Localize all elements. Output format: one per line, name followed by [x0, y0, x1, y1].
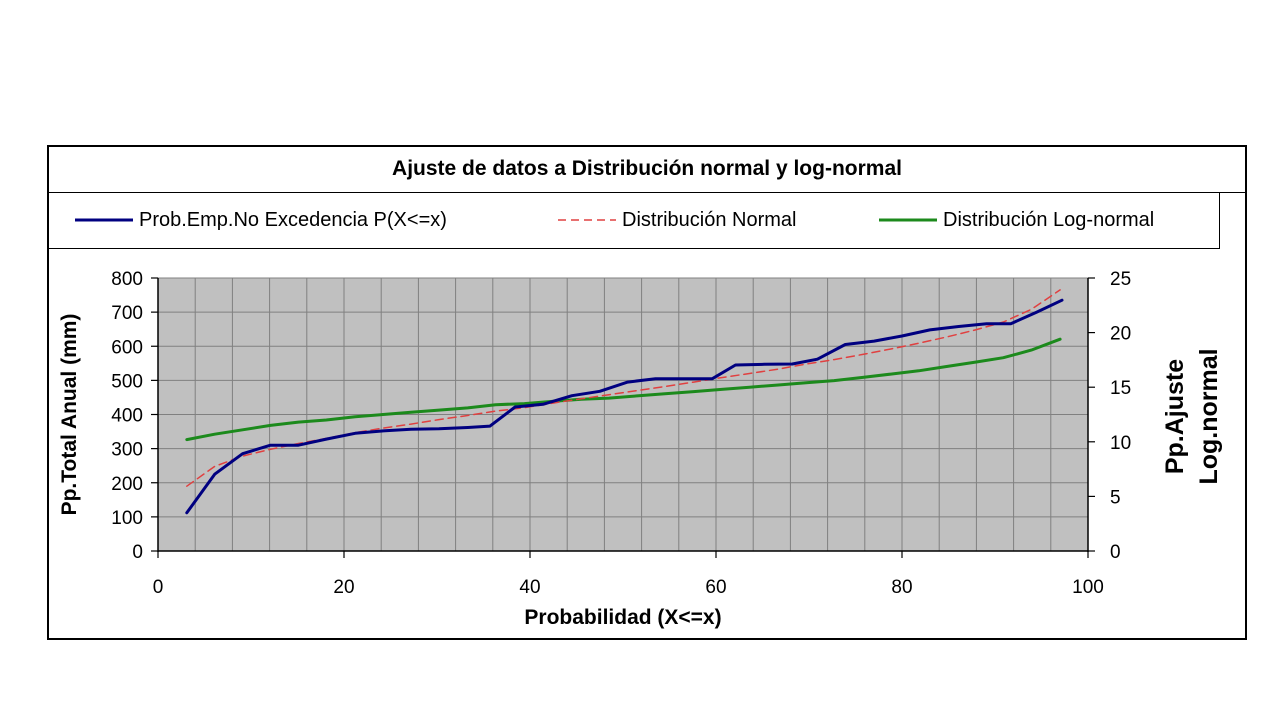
axes — [151, 277, 1095, 558]
legend: Prob.Emp.No Excedencia P(X<=x) Distribuc… — [49, 192, 1220, 249]
y-tick-label: 200 — [111, 474, 143, 495]
y-axis-title: Pp.Total Anual (mm) — [58, 314, 81, 516]
legend-label-empirical: Prob.Emp.No Excedencia P(X<=x) — [139, 208, 447, 231]
y2-axis-title-line2: Log.normal — [1195, 348, 1223, 484]
x-axis-title: Probabilidad (X<=x) — [524, 606, 721, 629]
tick-labels: 0 100 200 300 400 500 600 700 800 0 5 10 15 20 25 0 20 40… — [111, 269, 1131, 598]
x-tick-label: 60 — [705, 577, 726, 598]
x-tick-label: 20 — [333, 577, 354, 598]
y-tick-label: 700 — [111, 303, 143, 324]
x-tick-label: 0 — [153, 577, 164, 598]
y-tick-label: 0 — [132, 542, 143, 563]
legend-label-normal: Distribución Normal — [622, 208, 797, 231]
chart-title: Ajuste de datos a Distribución normal y … — [392, 157, 902, 180]
x-tick-label: 80 — [891, 577, 912, 598]
y-tick-label: 100 — [111, 508, 143, 529]
legend-label-lognormal: Distribución Log-normal — [943, 208, 1155, 231]
legend-swatch-normal — [558, 219, 616, 221]
series-line-normal — [186, 289, 1061, 487]
legend-swatch-lognormal — [879, 218, 937, 222]
y2-tick-label: 5 — [1110, 487, 1121, 508]
y2-tick-label: 10 — [1110, 433, 1131, 454]
title-divider — [49, 192, 1245, 193]
legend-item-empirical: Prob.Emp.No Excedencia P(X<=x) — [75, 206, 447, 234]
y-tick-label: 800 — [111, 269, 143, 290]
y2-axis-title-line1: Pp.Ajuste — [1161, 359, 1189, 474]
y2-tick-label: 20 — [1110, 324, 1131, 345]
series-line-empirical — [185, 298, 1064, 515]
y2-tick-label: 15 — [1110, 378, 1131, 399]
x-tick-label: 40 — [519, 577, 540, 598]
y-tick-label: 600 — [111, 337, 143, 358]
y-tick-label: 500 — [111, 371, 143, 392]
y-tick-label: 400 — [111, 406, 143, 427]
series-line-lognormal — [185, 337, 1062, 442]
legend-item-lognormal: Distribución Log-normal — [879, 206, 1154, 234]
series-group — [185, 289, 1064, 515]
y2-tick-label: 25 — [1110, 269, 1131, 290]
legend-item-normal: Distribución Normal — [558, 206, 797, 234]
legend-swatch-empirical — [75, 218, 133, 222]
x-tick-label: 100 — [1072, 577, 1104, 598]
y-tick-label: 300 — [111, 440, 143, 461]
y2-tick-label: 0 — [1110, 542, 1121, 563]
